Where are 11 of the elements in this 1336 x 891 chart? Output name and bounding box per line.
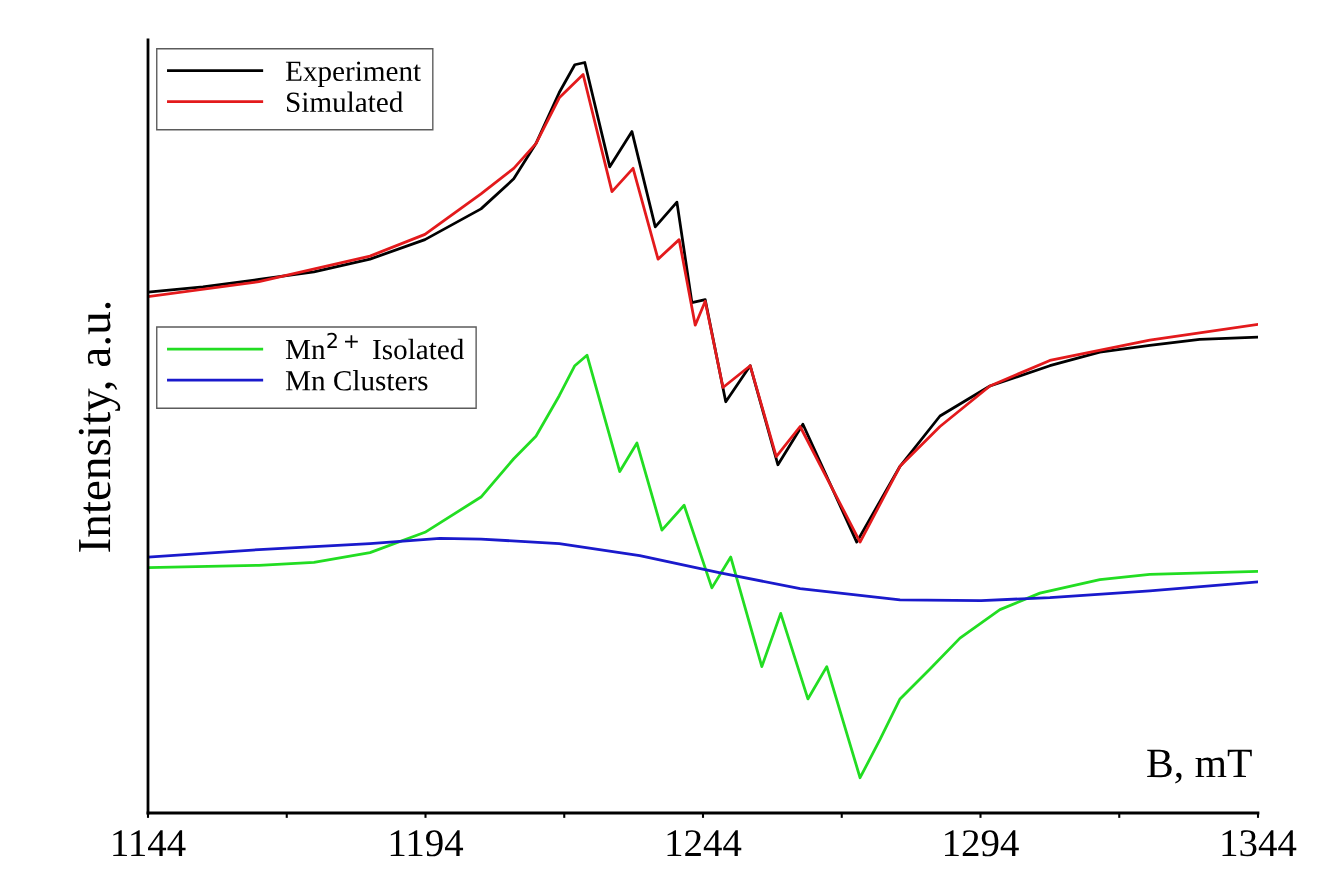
x-tick-label: 1144 xyxy=(113,830,186,856)
legend-label: Simulated xyxy=(287,91,403,113)
x-tick-label: 1194 xyxy=(390,830,464,857)
legend-label: Experiment xyxy=(285,61,421,88)
legend-label: Mn Clusters xyxy=(285,370,428,391)
x-axis-title: B, mT xyxy=(1147,749,1252,784)
y-axis-title: Intensity, a.u. xyxy=(78,302,121,552)
x-tick-label: 1294 xyxy=(945,830,1019,857)
x-tick-label: 1344 xyxy=(1222,830,1297,857)
legend-label: Mn$^{2+}$ Isolated xyxy=(285,332,464,360)
x-tick-label: 1244 xyxy=(667,830,742,856)
